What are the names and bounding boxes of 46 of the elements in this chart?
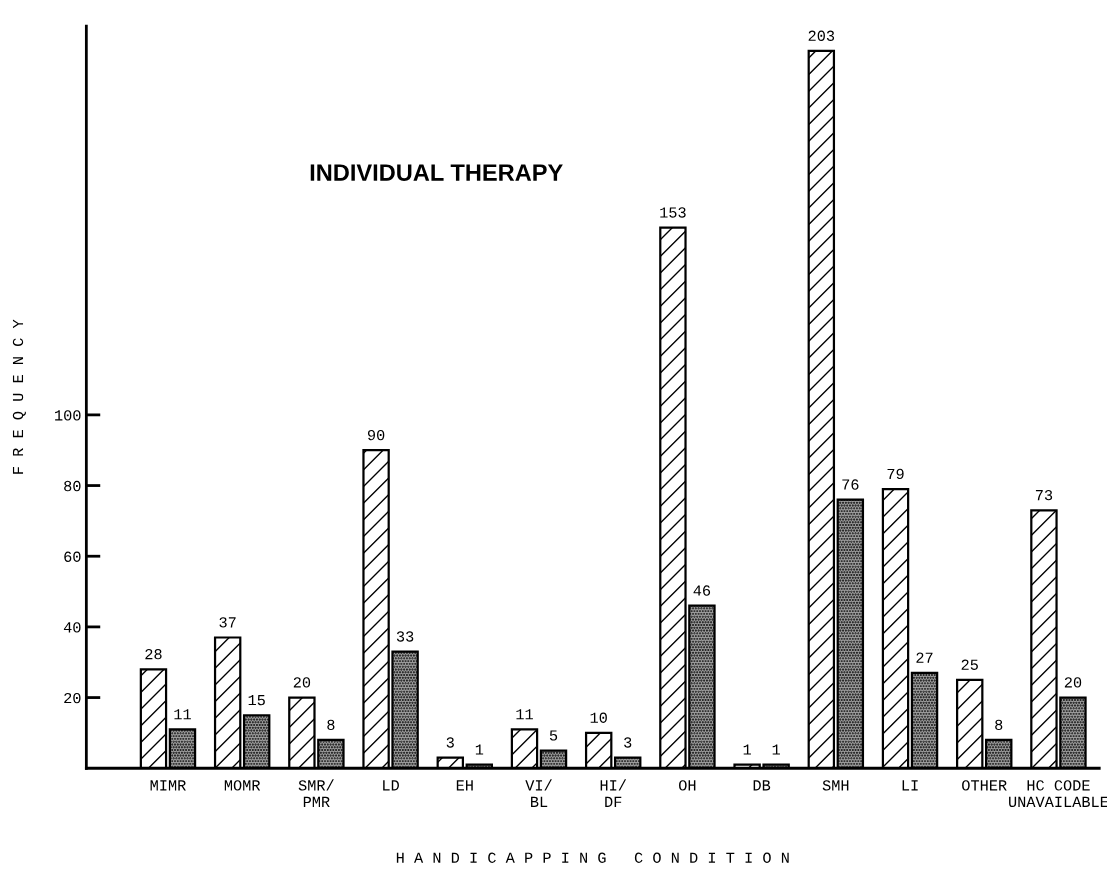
data-label: 73 (1035, 489, 1053, 501)
data-label: 28 (145, 648, 162, 660)
x-tick-label: SMR/ PMR (298, 779, 334, 807)
data-label: 3 (624, 737, 632, 748)
x-tick-label: MIMR (150, 780, 186, 791)
data-label: 1 (772, 744, 780, 755)
data-label: 76 (842, 479, 859, 490)
data-label: 8 (995, 719, 1003, 731)
data-label: 46 (693, 585, 711, 596)
y-tick-label: 40 (63, 622, 81, 633)
x-tick-label: LI (902, 780, 918, 791)
data-label: 90 (367, 429, 385, 441)
data-label: 20 (293, 677, 311, 688)
data-label: 3 (446, 737, 454, 748)
y-tick-label: 100 (55, 410, 81, 421)
x-tick-label: SMH (822, 780, 849, 791)
y-tick-label: 60 (64, 551, 81, 562)
data-label: 33 (396, 631, 414, 642)
data-label: 37 (219, 617, 236, 628)
data-label: 25 (961, 659, 978, 670)
data-label: 1 (475, 744, 484, 755)
data-label: 10 (590, 712, 607, 723)
data-label: 1 (743, 744, 751, 755)
x-tick-label: OH (679, 780, 696, 791)
x-tick-label: EH (456, 780, 473, 791)
y-tick-label: 20 (64, 692, 81, 704)
x-tick-label: OTHER (962, 780, 1007, 791)
data-label: 5 (549, 730, 558, 741)
data-label: 203 (808, 30, 835, 41)
x-tick-label: MOMR (224, 780, 261, 791)
data-label: 11 (174, 709, 191, 720)
x-tick-label: LD (383, 780, 399, 791)
x-tick-label: VI/ BL (525, 779, 552, 807)
data-label: 153 (660, 207, 686, 218)
data-label: 20 (1064, 677, 1082, 688)
x-tick-label: DB (753, 780, 771, 791)
y-axis-title: F R E Q U E N C Y (12, 319, 26, 474)
data-label: 15 (248, 695, 265, 706)
data-label: 27 (916, 652, 933, 663)
x-tick-label: HI/ DF (600, 779, 627, 807)
data-label: 79 (887, 468, 904, 480)
text: INDIVIDUAL THERAPY (310, 164, 563, 181)
data-label: 11 (516, 709, 533, 720)
y-tick-label: 80 (64, 480, 81, 492)
data-label: 8 (327, 719, 335, 731)
x-axis-title: H A N D I C A P P I N G C O N D I T I O N (396, 852, 789, 863)
